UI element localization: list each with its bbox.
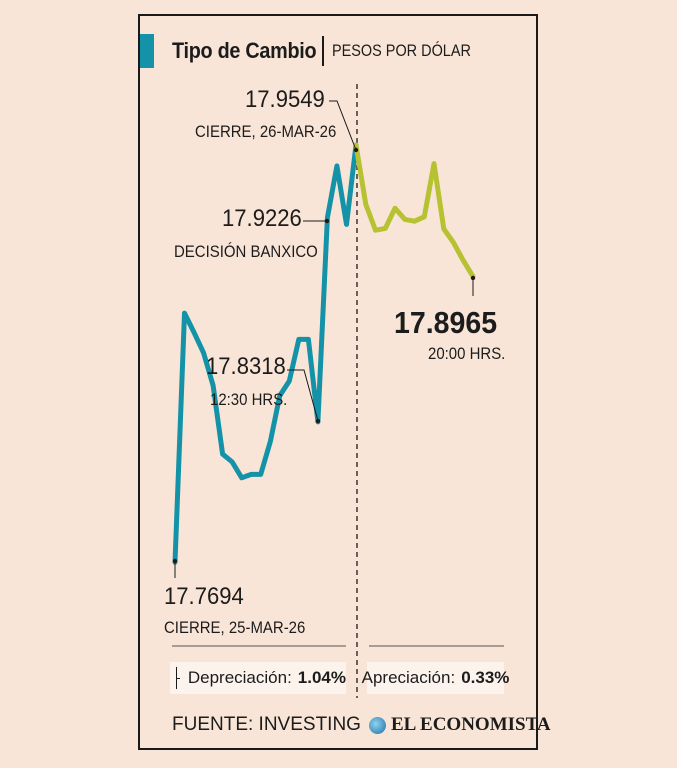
annotation-value-banxico: 17.9226 [222,205,302,232]
annotation-value-1230: 17.8318 [206,353,286,380]
annotation-leaders [174,100,474,578]
source-text: FUENTE: INVESTING [172,714,361,735]
title-divider [322,36,324,66]
leader-line-1230 [287,369,319,422]
source-line: FUENTE: INVESTING EL ECONOMISTA [172,714,551,736]
annotation-value-cierre-25: 17.7694 [164,583,244,610]
annotation-label-cierre-25: CIERRE, 25-MAR-26 [164,618,306,637]
series-line-1 [172,142,359,565]
annotation-label-2000: 20:00 HRS. [428,344,506,363]
chart-title: Tipo de Cambio [172,38,317,63]
title-accent-bar [140,34,154,68]
appreciation-label: Apreciación: [361,668,456,687]
annotation-label-cierre-26: CIERRE, 26-MAR-26 [195,122,337,141]
infographic-frame: Tipo de Cambio PESOS POR DÓLAR [138,14,538,750]
depreciation-value: 1.04% [297,668,346,687]
depreciation-label: Depreciación: [187,668,292,687]
series-line-2 [353,142,476,279]
appreciation-value: 0.33% [461,668,510,687]
publisher-logo: EL ECONOMISTA [390,714,551,735]
title-bar: Tipo de Cambio PESOS POR DÓLAR [140,34,495,68]
annotation-label-1230: 12:30 HRS. [210,390,288,409]
annotation-label-banxico: DECISIÓN BANXICO [174,242,318,261]
globe-icon [368,716,386,734]
appreciation-box: Apreciación: 0.33% [362,662,509,694]
depreciation-tick-arm [176,677,180,679]
depreciation-box: Depreciación: 1.04% [170,662,346,694]
chart-subtitle: PESOS POR DÓLAR [331,41,471,60]
leader-line-cierre-26 [329,100,357,151]
annotation-value-cierre-26: 17.9549 [245,86,325,113]
annotation-value-2000: 17.8965 [394,305,498,340]
